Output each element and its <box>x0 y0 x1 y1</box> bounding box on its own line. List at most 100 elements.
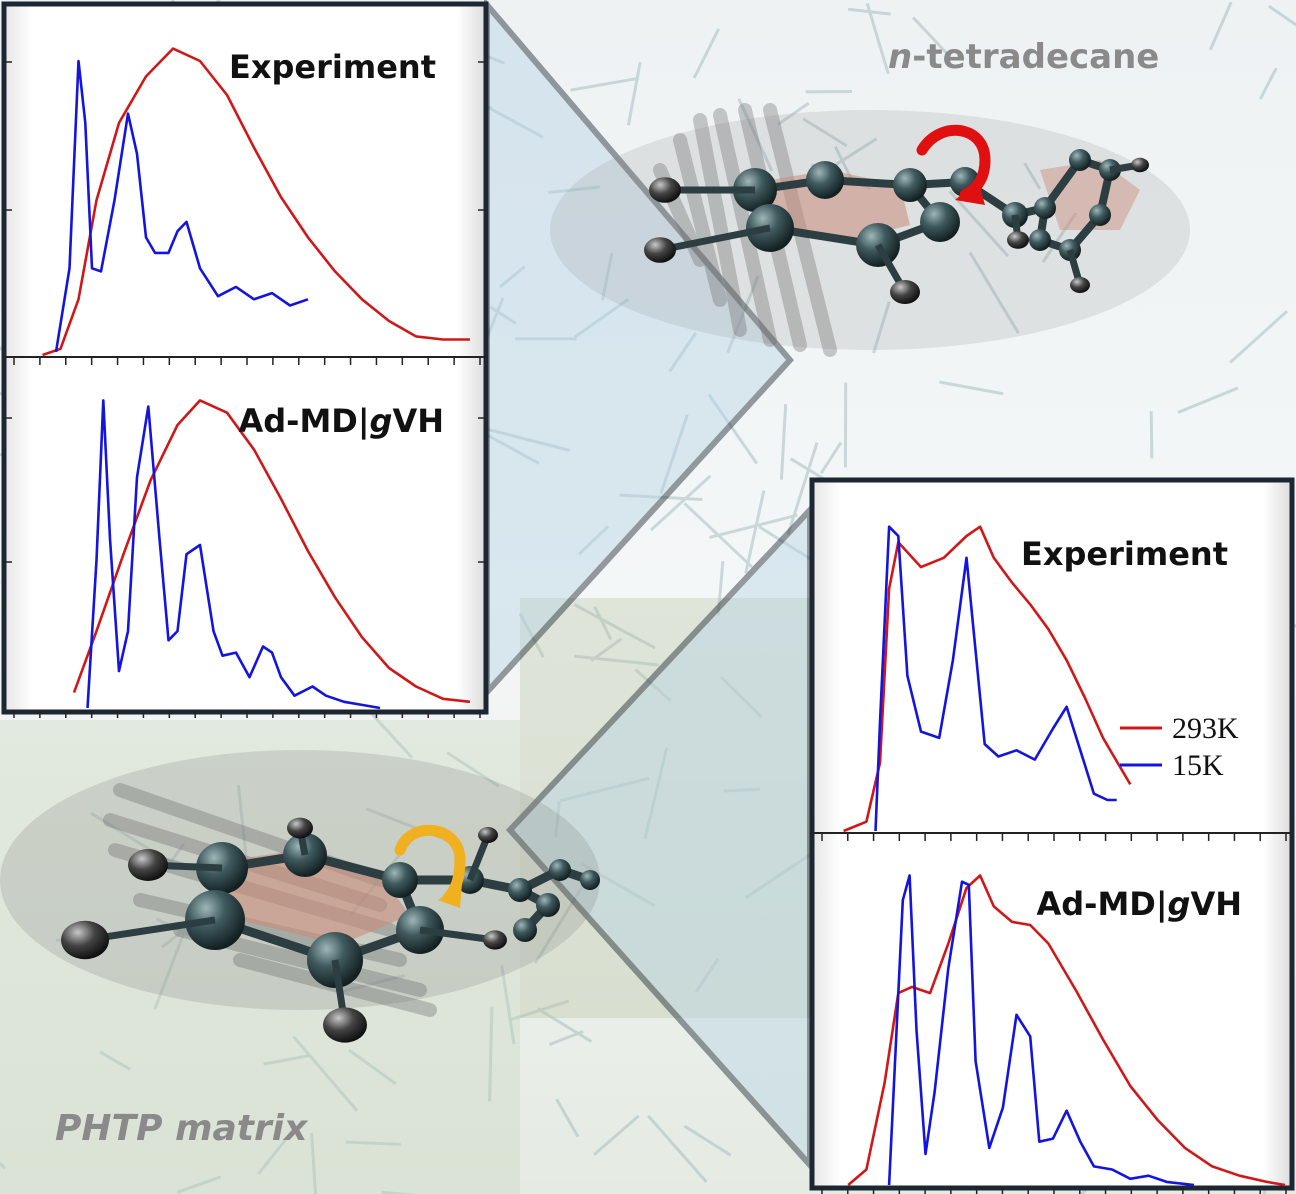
series-line-293k-1 <box>72 399 471 704</box>
matrix-bond <box>446 751 500 788</box>
matrix-bond <box>348 1048 397 1085</box>
chart-panel-top-left: Experiment Ad-MD|gVH <box>1 1 489 718</box>
matrix-bond <box>500 965 516 1045</box>
bond-h <box>659 224 771 254</box>
series-line-293k-3 <box>847 874 1286 1187</box>
chart-panel-bottom-right: Experiment Ad-MD|gVH 293K 15K <box>809 477 1295 1194</box>
matrix-bond <box>573 603 656 650</box>
matrix-bond <box>707 393 759 465</box>
matrix-bond <box>643 747 669 840</box>
legend: 293K 15K <box>1120 712 1239 782</box>
matrix-bond <box>489 305 517 325</box>
matrix-bond <box>626 61 642 126</box>
series-line-293k-2 <box>843 525 1132 833</box>
matrix-bond <box>726 275 760 354</box>
matrix-bond <box>911 16 951 57</box>
series-line-293k-0 <box>42 47 470 357</box>
phtp-label: PHTP matrix <box>55 1108 309 1149</box>
chart-title-bottom-admd: Ad-MD|gVH <box>1037 885 1243 924</box>
hydrogen-atom <box>1007 231 1029 249</box>
rotation-arrow-yellow-icon <box>394 824 466 904</box>
matrix-bond <box>577 525 610 556</box>
legend-label-293k: 293K <box>1172 712 1239 745</box>
series-line-15k-2 <box>874 525 1117 832</box>
matrix-bond <box>263 1054 310 1066</box>
chart-top-admd <box>72 399 471 710</box>
carbon-atom <box>920 202 960 242</box>
matrix-bond <box>99 1050 131 1071</box>
hydrogen-atom <box>1070 277 1090 293</box>
matrix-bond <box>802 117 848 148</box>
matrix-bond <box>683 1124 732 1157</box>
matrix-bond <box>257 1127 296 1175</box>
matrix-bond <box>292 1035 359 1112</box>
matrix-bond <box>601 252 614 301</box>
matrix-bond <box>1208 1 1233 51</box>
matrix-bond <box>694 957 720 993</box>
hydrogen-atom <box>478 827 498 843</box>
matrix-bond <box>593 1114 640 1156</box>
matrix-bond <box>570 76 639 92</box>
matrix-bond <box>236 784 249 867</box>
molecule-top <box>550 103 1190 357</box>
matrix-bond <box>548 185 600 194</box>
rotation-arrowhead-red-icon <box>955 180 985 205</box>
matrix-bond <box>548 1030 584 1046</box>
matrix-bond <box>619 493 703 502</box>
matrix-bond <box>819 441 843 475</box>
hydrogen-atom <box>890 280 920 304</box>
matrix-bond <box>518 612 545 658</box>
matrix-bond <box>709 513 798 539</box>
carbon-atom <box>1089 204 1111 226</box>
carbon-atom <box>580 870 600 890</box>
rotation-arrowhead-yellow-icon <box>438 884 462 908</box>
matrix-bond <box>647 1114 708 1183</box>
matrix-bond <box>478 425 571 452</box>
matrix-bond <box>171 0 175 16</box>
hydrogen-atom <box>644 237 676 263</box>
matrix-bond <box>560 776 650 803</box>
matrix-bond <box>1177 386 1239 414</box>
matrix-bond <box>744 490 766 574</box>
series-line-15k-0 <box>54 59 309 353</box>
phtp-crystal-region <box>520 598 810 1018</box>
chart-top-experiment <box>42 47 470 357</box>
matrix-bond <box>1041 212 1078 263</box>
matrix-bond <box>720 676 764 719</box>
hydrogen-atom <box>1131 157 1149 173</box>
matrix-bond <box>498 265 526 289</box>
matrix-bond <box>554 800 561 837</box>
matrix-bond <box>968 251 1020 334</box>
matrix-bond <box>744 851 814 899</box>
matrix-bond <box>692 28 721 79</box>
matrix-bond <box>1267 4 1296 27</box>
ghost-rod <box>713 108 777 347</box>
matrix-bond <box>345 1140 401 1146</box>
legend-label-15k: 15K <box>1172 749 1224 782</box>
matrix-bond <box>573 298 630 339</box>
matrix-bond <box>310 1132 318 1194</box>
matrix-bond <box>555 1098 580 1138</box>
matrix-bond <box>536 1007 593 1043</box>
matrix-bond <box>723 787 761 793</box>
carbon-atom <box>549 859 571 881</box>
chart-title-bottom-experiment: Experiment <box>1021 535 1228 573</box>
matrix-bond <box>716 560 725 616</box>
matrix-bond <box>737 98 774 172</box>
matrix-bond <box>593 605 613 641</box>
matrix-bond <box>1229 309 1289 364</box>
matrix-bond <box>340 973 406 994</box>
matrix-bond <box>948 190 1010 258</box>
carbon-atom <box>508 878 532 902</box>
ghost-rod <box>693 113 747 337</box>
matrix-bond <box>1149 411 1154 459</box>
matrix-bond <box>649 474 712 532</box>
matrix-bond <box>1023 162 1042 190</box>
chart-title-top-admd: Ad-MD|gVH <box>239 402 445 441</box>
matrix-bond <box>659 414 689 495</box>
chart-bottom-experiment <box>843 525 1132 833</box>
chart-bottom-admd <box>847 874 1286 1187</box>
hydrogen-atom <box>649 177 681 203</box>
matrix-bond <box>939 380 1004 396</box>
